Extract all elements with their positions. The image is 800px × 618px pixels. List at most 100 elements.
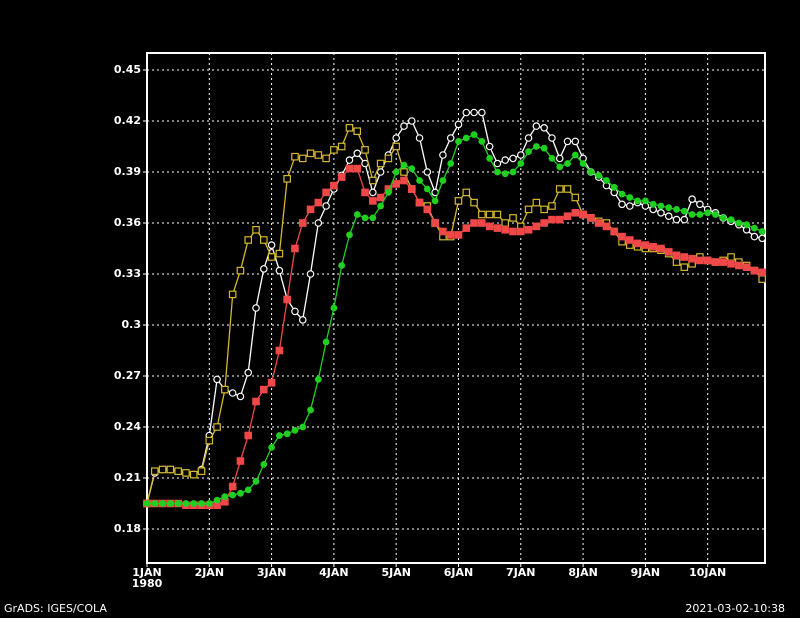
data-point xyxy=(392,180,400,188)
data-point xyxy=(727,260,735,268)
data-point xyxy=(353,127,362,136)
data-point xyxy=(353,149,362,158)
data-point xyxy=(633,239,642,248)
data-point xyxy=(751,224,758,232)
data-point xyxy=(462,188,471,197)
data-point xyxy=(361,214,369,222)
data-point xyxy=(314,151,323,159)
data-point xyxy=(275,266,284,275)
data-point xyxy=(626,194,634,201)
data-point xyxy=(579,160,587,167)
data-point xyxy=(275,432,283,439)
data-point xyxy=(727,216,735,224)
data-point xyxy=(244,431,253,440)
data-point xyxy=(407,185,416,193)
data-point xyxy=(361,146,369,154)
data-point xyxy=(649,200,657,208)
data-point xyxy=(345,156,354,164)
data-point xyxy=(400,122,408,130)
data-point xyxy=(221,493,229,501)
data-point xyxy=(423,185,431,193)
data-point xyxy=(455,137,462,145)
data-point xyxy=(415,134,424,142)
data-point xyxy=(540,219,548,227)
data-point xyxy=(228,290,237,299)
data-point xyxy=(743,221,751,229)
data-point xyxy=(548,134,556,142)
data-point xyxy=(236,457,245,465)
data-point xyxy=(548,202,556,210)
data-point xyxy=(228,482,237,491)
data-point xyxy=(377,202,385,210)
data-point xyxy=(330,146,338,154)
data-point xyxy=(244,236,253,244)
x-tick-label: 10JAN xyxy=(689,566,726,579)
data-point xyxy=(509,168,517,176)
data-point xyxy=(392,168,400,176)
data-point xyxy=(493,210,502,219)
data-point xyxy=(197,467,206,476)
data-point xyxy=(345,164,354,173)
data-point xyxy=(532,143,540,150)
x-tick-label: 6JAN xyxy=(444,566,473,579)
data-point xyxy=(712,211,719,218)
data-point xyxy=(555,154,564,163)
data-point xyxy=(236,392,245,401)
data-point xyxy=(252,226,260,234)
data-point xyxy=(346,231,353,239)
data-point xyxy=(501,226,510,234)
data-point xyxy=(594,219,603,227)
data-point xyxy=(571,137,580,146)
data-point xyxy=(291,152,299,161)
data-point xyxy=(493,224,502,232)
data-point xyxy=(556,163,564,171)
data-point xyxy=(657,244,665,253)
x-tick-label: 5JAN xyxy=(381,566,410,579)
data-point xyxy=(664,248,673,256)
data-point xyxy=(407,117,416,125)
data-point xyxy=(237,489,244,497)
data-point xyxy=(268,444,275,451)
data-point xyxy=(563,137,572,146)
y-tick-label: 0.39 xyxy=(114,165,141,178)
footer-left: GrADS: IGES/COLA xyxy=(4,602,107,615)
data-point xyxy=(439,177,447,184)
data-point xyxy=(291,244,299,253)
data-point xyxy=(400,161,408,169)
data-point xyxy=(447,160,455,167)
data-point xyxy=(166,500,174,507)
data-point xyxy=(540,124,548,132)
data-point xyxy=(369,188,377,197)
data-point xyxy=(244,486,252,494)
y-tick-label: 0.27 xyxy=(114,369,141,382)
data-point xyxy=(369,176,377,185)
data-point xyxy=(587,168,595,176)
data-point xyxy=(189,470,198,479)
data-point xyxy=(244,368,253,377)
data-point xyxy=(166,465,175,474)
data-point xyxy=(641,197,649,205)
data-point xyxy=(446,134,455,142)
data-point xyxy=(267,241,276,249)
data-point xyxy=(330,181,338,190)
data-point xyxy=(337,173,346,181)
data-point xyxy=(735,219,743,227)
y-tick-label: 0.42 xyxy=(114,114,141,127)
x-tick-label: 8JAN xyxy=(568,566,597,579)
data-point xyxy=(719,214,727,222)
data-point xyxy=(322,202,330,210)
data-point xyxy=(657,202,665,210)
data-point xyxy=(260,236,268,244)
data-point xyxy=(680,263,689,272)
data-point xyxy=(501,219,510,227)
x-tick-label: 9JAN xyxy=(631,566,660,579)
data-point xyxy=(703,256,712,265)
data-point xyxy=(213,375,221,384)
data-point xyxy=(462,134,470,142)
data-point xyxy=(688,254,696,263)
data-point xyxy=(478,219,486,227)
data-point xyxy=(501,170,509,178)
data-point xyxy=(275,346,284,355)
data-point xyxy=(750,232,759,241)
